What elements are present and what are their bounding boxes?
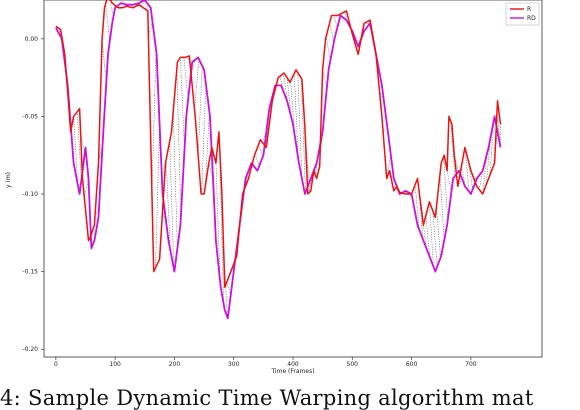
x-tick-label: 700: [465, 361, 477, 368]
figure-caption: 4: Sample Dynamic Time Warping algorithm…: [0, 386, 580, 410]
x-tick-label: 300: [228, 361, 240, 368]
legend-label-r: R: [527, 6, 531, 13]
y-axis-label: y (m): [5, 172, 12, 188]
x-tick-label: 500: [347, 361, 359, 368]
plot-frame: [44, 0, 542, 357]
x-tick-label: 100: [109, 361, 121, 368]
y-tick-label: -0.10: [22, 191, 38, 198]
x-tick-label: 600: [406, 361, 418, 368]
x-tick-label: 200: [169, 361, 181, 368]
x-tick-label: 400: [287, 361, 299, 368]
legend: R RD: [506, 3, 539, 25]
legend-label-rd: RD: [527, 15, 536, 22]
y-axis-ticks: 0.00 -0.05 -0.10 -0.15 -0.20: [22, 36, 44, 353]
y-tick-label: -0.15: [22, 269, 38, 276]
x-tick-label: 0: [54, 361, 58, 368]
y-tick-label: -0.20: [22, 346, 38, 353]
x-axis-ticks: 0 100 200 300 400 500 600 700: [54, 357, 477, 368]
y-tick-label: -0.05: [22, 113, 38, 120]
x-axis-label: Time (Frames): [270, 368, 314, 375]
y-tick-label: 0.00: [25, 36, 39, 43]
